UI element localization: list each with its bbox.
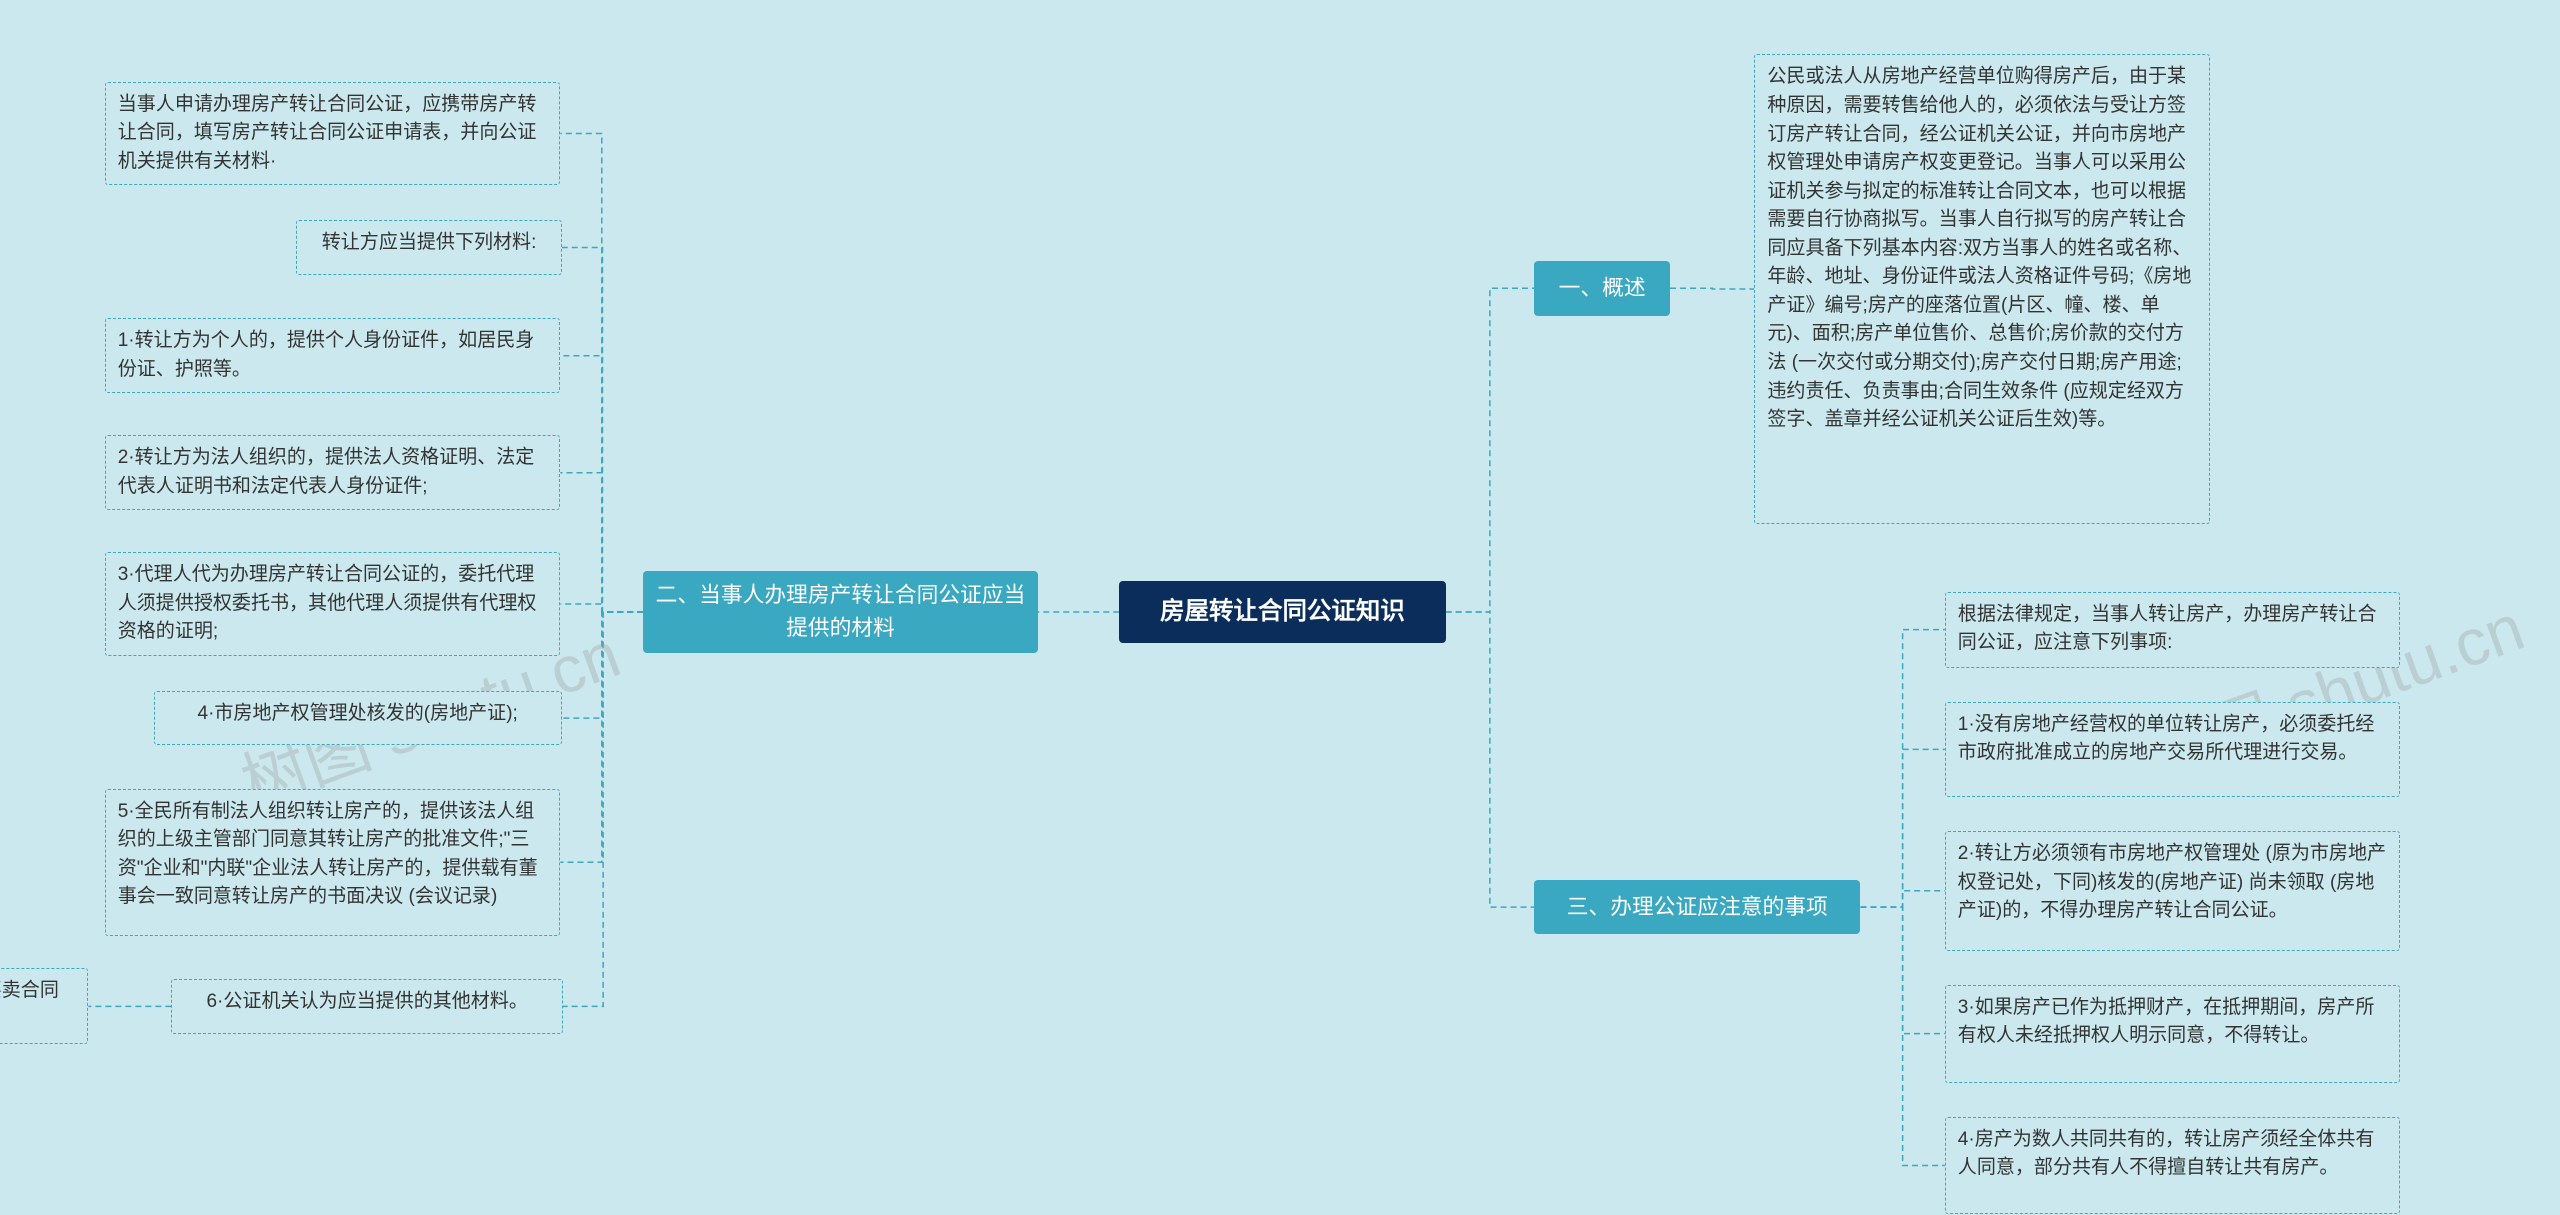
connector xyxy=(560,133,643,612)
root-node: 房屋转让合同公证知识 xyxy=(1119,581,1445,644)
connector xyxy=(560,612,643,862)
leaf-node-b3c3: 2·转让方必须领有市房地产权管理处 (原为市房地产权登记处，下同)核发的(房地产… xyxy=(1945,831,2401,951)
connector xyxy=(1860,891,1944,907)
leaf-node-b1c1-label: 公民或法人从房地产经营单位购得房产后，由于某种原因，需要转售给他人的，必须依法与… xyxy=(1767,63,2197,434)
connector xyxy=(1446,288,1534,612)
leaf-node-b2c1-label: 当事人申请办理房产转让合同公证，应携带房产转让合同，填写房产转让合同公证申请表，… xyxy=(118,91,548,177)
connector xyxy=(560,604,643,612)
leaf-node-b2c2-label: 转让方应当提供下列材料: xyxy=(322,229,537,258)
branch-node-b1: 一、概述 xyxy=(1534,261,1670,315)
leaf-node-b3c2: 1·没有房地产经营权的单位转让房产，必须委托经市政府批准成立的房地产交易所代理进… xyxy=(1945,702,2401,797)
leaf-node-b2c7: 5·全民所有制法人组织转让房产的，提供该法人组织的上级主管部门同意其转让房产的批… xyxy=(105,789,561,936)
leaf-node-b2c1: 当事人申请办理房产转让合同公证，应携带房产转让合同，填写房产转让合同公证申请表，… xyxy=(105,82,561,186)
leaf-node-b3c5-label: 4·房产为数人共同共有的，转让房产须经全体共有人同意，部分共有人不得擅自转让共有… xyxy=(1958,1126,2388,1183)
leaf-node-b2c2: 转让方应当提供下列材料: xyxy=(296,220,561,274)
connector xyxy=(1446,612,1534,907)
branch-node-b3-label: 三、办理公证应注意的事项 xyxy=(1567,891,1828,924)
leaf-node-b3c5: 4·房产为数人共同共有的，转让房产须经全体共有人同意，部分共有人不得擅自转让共有… xyxy=(1945,1117,2401,1215)
leaf-node-b2c8-label: 6·公证机关认为应当提供的其他材料。 xyxy=(206,988,527,1017)
leaf-node-b2c3: 1·转让方为个人的，提供个人身份证件，如居民身份证、护照等。 xyxy=(105,318,561,393)
leaf-node-b2c8a: 受让方应当提供的有关材料，与 "房产买卖合同公证"中购买方需提供的材料相同。 xyxy=(0,968,88,1044)
leaf-node-b2c6: 4·市房地产权管理处核发的(房地产证); xyxy=(154,691,562,745)
branch-node-b3: 三、办理公证应注意的事项 xyxy=(1534,880,1860,934)
branch-node-b2: 二、当事人办理房产转让合同公证应当提供的材料 xyxy=(643,571,1037,653)
leaf-node-b3c1-label: 根据法律规定，当事人转让房产，办理房产转让合同公证，应注意下列事项: xyxy=(1958,601,2388,658)
leaf-node-b3c1: 根据法律规定，当事人转让房产，办理房产转让合同公证，应注意下列事项: xyxy=(1945,592,2401,668)
leaf-node-b3c4-label: 3·如果房产已作为抵押财产，在抵押期间，房产所有权人未经抵押权人明示同意，不得转… xyxy=(1958,994,2388,1051)
connector xyxy=(560,473,643,612)
branch-node-b2-label: 二、当事人办理房产转让合同公证应当提供的材料 xyxy=(655,579,1025,644)
connector xyxy=(1860,907,1944,1033)
leaf-node-b2c6-label: 4·市房地产权管理处核发的(房地产证); xyxy=(197,700,517,729)
leaf-node-b3c4: 3·如果房产已作为抵押财产，在抵押期间，房产所有权人未经抵押权人明示同意，不得转… xyxy=(1945,985,2401,1083)
leaf-node-b2c4-label: 2·转让方为法人组织的，提供法人资格证明、法定代表人证明书和法定代表人身份证件; xyxy=(118,444,548,501)
leaf-node-b2c8: 6·公证机关认为应当提供的其他材料。 xyxy=(171,979,563,1033)
leaf-node-b1c1: 公民或法人从房地产经营单位购得房产后，由于某种原因，需要转售给他人的，必须依法与… xyxy=(1754,54,2210,523)
mindmap-canvas: 树图 shutu.cn树图 shutu.cn房屋转让合同公证知识一、概述公民或法… xyxy=(0,0,2560,1215)
connector xyxy=(1860,630,1944,907)
connector xyxy=(562,612,644,718)
branch-node-b1-label: 一、概述 xyxy=(1559,272,1646,305)
leaf-node-b2c8a-label: 受让方应当提供的有关材料，与 "房产买卖合同公证"中购买方需提供的材料相同。 xyxy=(0,977,75,1034)
leaf-node-b2c7-label: 5·全民所有制法人组织转让房产的，提供该法人组织的上级主管部门同意其转让房产的批… xyxy=(118,798,548,912)
connector xyxy=(1860,749,1944,907)
leaf-node-b3c3-label: 2·转让方必须领有市房地产权管理处 (原为市房地产权登记处，下同)核发的(房地产… xyxy=(1958,840,2388,926)
connector xyxy=(562,248,644,612)
connector xyxy=(560,356,643,612)
leaf-node-b2c4: 2·转让方为法人组织的，提供法人资格证明、法定代表人证明书和法定代表人身份证件; xyxy=(105,435,561,510)
connector xyxy=(1860,907,1944,1165)
connector xyxy=(1670,288,1754,289)
leaf-node-b2c5-label: 3·代理人代为办理房产转让合同公证的，委托代理人须提供授权委托书，其他代理人须提… xyxy=(118,561,548,647)
root-node-label: 房屋转让合同公证知识 xyxy=(1160,594,1405,631)
leaf-node-b2c5: 3·代理人代为办理房产转让合同公证的，委托代理人须提供授权委托书，其他代理人须提… xyxy=(105,552,561,656)
leaf-node-b3c2-label: 1·没有房地产经营权的单位转让房产，必须委托经市政府批准成立的房地产交易所代理进… xyxy=(1958,711,2388,768)
leaf-node-b2c3-label: 1·转让方为个人的，提供个人身份证件，如居民身份证、护照等。 xyxy=(118,327,548,384)
connector xyxy=(563,612,643,1006)
